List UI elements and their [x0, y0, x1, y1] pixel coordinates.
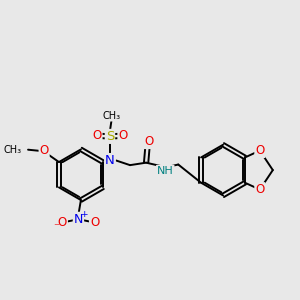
Text: CH₃: CH₃: [102, 111, 121, 121]
Text: +: +: [80, 210, 88, 219]
Text: N: N: [105, 154, 115, 167]
Text: CH₃: CH₃: [3, 145, 21, 155]
Text: O: O: [90, 216, 99, 230]
Text: O: O: [255, 183, 265, 196]
Text: O: O: [40, 143, 49, 157]
Text: O: O: [145, 135, 154, 148]
Text: N: N: [74, 213, 83, 226]
Text: O: O: [92, 129, 102, 142]
Text: NH: NH: [157, 166, 174, 176]
Text: ⁻: ⁻: [53, 221, 59, 234]
Text: O: O: [118, 129, 128, 142]
Text: O: O: [58, 216, 67, 230]
Text: S: S: [106, 130, 114, 143]
Text: O: O: [255, 144, 265, 157]
